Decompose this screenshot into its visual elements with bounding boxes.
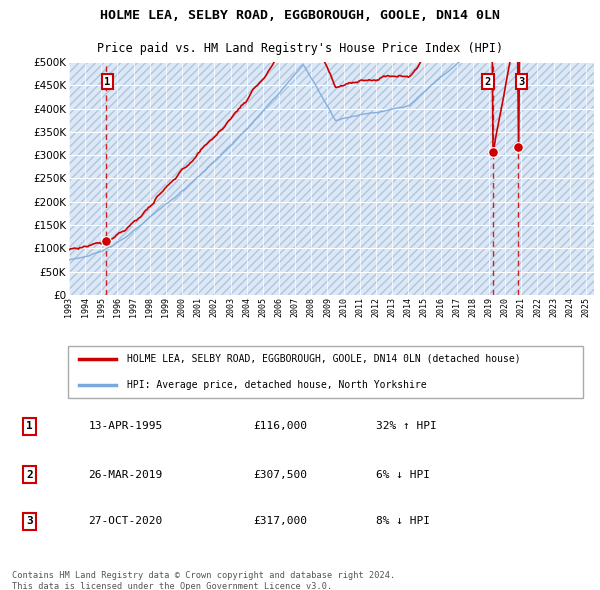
Text: 2008: 2008 — [307, 297, 316, 317]
Text: 27-OCT-2020: 27-OCT-2020 — [88, 516, 163, 526]
Text: 32% ↑ HPI: 32% ↑ HPI — [376, 421, 437, 431]
Text: 2001: 2001 — [194, 297, 203, 317]
Text: £116,000: £116,000 — [253, 421, 307, 431]
Text: 1994: 1994 — [80, 297, 89, 317]
Text: 1996: 1996 — [113, 297, 122, 317]
Text: 2009: 2009 — [323, 297, 332, 317]
Text: 2004: 2004 — [242, 297, 251, 317]
Text: Price paid vs. HM Land Registry's House Price Index (HPI): Price paid vs. HM Land Registry's House … — [97, 42, 503, 55]
Text: 2022: 2022 — [533, 297, 542, 317]
Text: 6% ↓ HPI: 6% ↓ HPI — [376, 470, 430, 480]
Text: 1998: 1998 — [145, 297, 154, 317]
Text: 2018: 2018 — [469, 297, 478, 317]
Text: 2: 2 — [485, 77, 491, 87]
Text: 2013: 2013 — [388, 297, 397, 317]
Text: 1: 1 — [104, 77, 110, 87]
Text: 2: 2 — [26, 470, 33, 480]
Text: 2012: 2012 — [371, 297, 380, 317]
Text: 2016: 2016 — [436, 297, 445, 317]
Text: 13-APR-1995: 13-APR-1995 — [88, 421, 163, 431]
Text: 26-MAR-2019: 26-MAR-2019 — [88, 470, 163, 480]
Text: 1997: 1997 — [129, 297, 138, 317]
Text: 2007: 2007 — [290, 297, 299, 317]
Text: 2024: 2024 — [565, 297, 574, 317]
FancyBboxPatch shape — [68, 346, 583, 398]
Text: 2023: 2023 — [549, 297, 558, 317]
Text: 2014: 2014 — [404, 297, 413, 317]
Text: HPI: Average price, detached house, North Yorkshire: HPI: Average price, detached house, Nort… — [127, 380, 427, 389]
Text: 8% ↓ HPI: 8% ↓ HPI — [376, 516, 430, 526]
Text: 2006: 2006 — [274, 297, 283, 317]
Text: 1993: 1993 — [64, 297, 73, 317]
Text: 1999: 1999 — [161, 297, 170, 317]
Text: 3: 3 — [518, 77, 525, 87]
Text: £317,000: £317,000 — [253, 516, 307, 526]
Text: HOLME LEA, SELBY ROAD, EGGBOROUGH, GOOLE, DN14 0LN (detached house): HOLME LEA, SELBY ROAD, EGGBOROUGH, GOOLE… — [127, 354, 520, 363]
Text: 2011: 2011 — [355, 297, 364, 317]
Text: 2015: 2015 — [420, 297, 429, 317]
Text: 2019: 2019 — [484, 297, 493, 317]
Text: 2020: 2020 — [500, 297, 509, 317]
Text: 2000: 2000 — [178, 297, 187, 317]
Text: 2005: 2005 — [259, 297, 268, 317]
Text: 2021: 2021 — [517, 297, 526, 317]
Text: 1: 1 — [26, 421, 33, 431]
Text: 2002: 2002 — [210, 297, 219, 317]
Text: 2025: 2025 — [581, 297, 590, 317]
Text: 2003: 2003 — [226, 297, 235, 317]
Text: 2010: 2010 — [339, 297, 348, 317]
Text: £307,500: £307,500 — [253, 470, 307, 480]
Text: 3: 3 — [26, 516, 33, 526]
Text: Contains HM Land Registry data © Crown copyright and database right 2024.
This d: Contains HM Land Registry data © Crown c… — [12, 571, 395, 590]
Text: 1995: 1995 — [97, 297, 106, 317]
Text: 2017: 2017 — [452, 297, 461, 317]
Text: HOLME LEA, SELBY ROAD, EGGBOROUGH, GOOLE, DN14 0LN: HOLME LEA, SELBY ROAD, EGGBOROUGH, GOOLE… — [100, 9, 500, 22]
